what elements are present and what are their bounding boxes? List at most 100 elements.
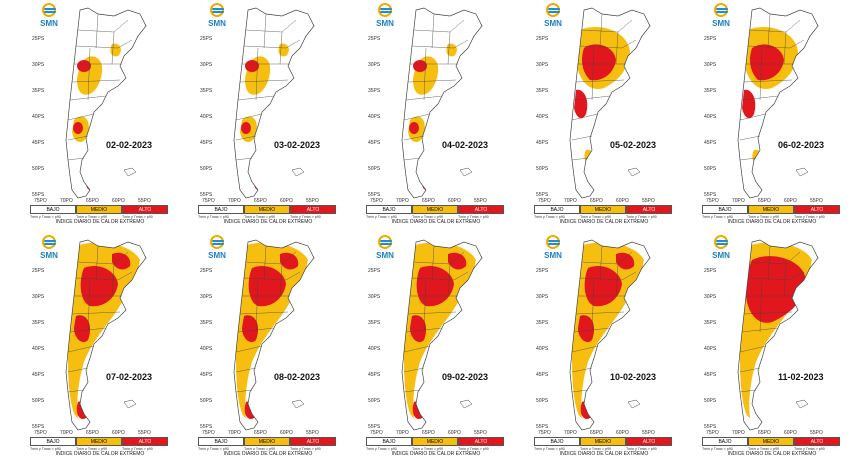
legend-medio-subtitle: Tmin o Tmax > p90 bbox=[412, 215, 443, 219]
province-border bbox=[423, 279, 427, 333]
legend: BAJO Tmin y Tmax < p90 MEDIO Tmin o Tmax > … bbox=[702, 437, 842, 460]
legend-medio-box: MEDIO bbox=[748, 437, 794, 446]
latitude-label: 35PS bbox=[536, 320, 549, 326]
province-border bbox=[571, 367, 593, 373]
smn-logo-text: SMN bbox=[376, 251, 394, 260]
legend-bajo-subtitle: Tmin y Tmax < p90 bbox=[534, 447, 565, 451]
legend-bajo-subtitle: Tmin y Tmax < p90 bbox=[534, 215, 565, 219]
longitude-label: 65PO bbox=[758, 198, 771, 204]
legend-alto-box: ALTO bbox=[626, 205, 672, 214]
province-border bbox=[575, 79, 625, 83]
smn-logo-text: SMN bbox=[40, 251, 58, 260]
longitude-label: 65PO bbox=[86, 430, 99, 436]
legend-alto-subtitle: Tmin y Tmax > p90 bbox=[290, 447, 321, 451]
legend-medio-box: MEDIO bbox=[412, 437, 458, 446]
province-border bbox=[95, 13, 99, 49]
country-border bbox=[401, 239, 483, 431]
province-border bbox=[743, 311, 793, 315]
latitude-label: 40PS bbox=[32, 346, 45, 352]
latitude-label: 25PS bbox=[368, 36, 381, 42]
longitude-label: 75PO bbox=[370, 430, 383, 436]
latitude-label: 35PS bbox=[704, 88, 717, 94]
smn-logo-text: SMN bbox=[40, 19, 58, 28]
latitude-label: 35PS bbox=[32, 320, 45, 326]
malvinas-islands bbox=[291, 167, 305, 177]
latitude-label: 55PS bbox=[32, 424, 45, 430]
smn-logo-icon: SMN bbox=[708, 234, 734, 264]
latitude-label: 25PS bbox=[704, 36, 717, 42]
longitude-label: 65PO bbox=[590, 430, 603, 436]
legend-alto-subtitle: Tmin y Tmax > p90 bbox=[458, 215, 489, 219]
latitude-label: 35PS bbox=[536, 88, 549, 94]
province-border bbox=[403, 389, 421, 393]
legend-bajo-subtitle: Tmin y Tmax < p90 bbox=[30, 215, 61, 219]
legend-medio-box: MEDIO bbox=[412, 205, 458, 214]
province-border bbox=[743, 79, 793, 83]
latitude-label: 50PS bbox=[536, 166, 549, 172]
province-border bbox=[95, 245, 99, 281]
province-border bbox=[239, 79, 289, 83]
argentina-map bbox=[65, 7, 147, 199]
legend: BAJO Tmin y Tmax < p90 MEDIO Tmin o Tmax > … bbox=[534, 205, 674, 228]
longitude-label: 55PO bbox=[810, 198, 823, 204]
latitude-label: 50PS bbox=[200, 398, 213, 404]
province-border bbox=[239, 311, 289, 315]
latitude-label: 40PS bbox=[200, 114, 213, 120]
latitude-label: 40PS bbox=[536, 346, 549, 352]
country-border bbox=[737, 239, 819, 431]
legend-medio-box: MEDIO bbox=[244, 437, 290, 446]
smn-logo-text: SMN bbox=[208, 19, 226, 28]
province-border bbox=[67, 367, 89, 373]
heat-zone-alto bbox=[758, 391, 768, 407]
legend-alto-subtitle: Tmin y Tmax > p90 bbox=[122, 215, 153, 219]
heat-map-panel: SMN 25PS 30PS 35PS 40PS 45PS 50PS 55PS 75PO 70PO 6… bbox=[364, 0, 532, 228]
smn-logo-icon: SMN bbox=[36, 2, 62, 32]
province-border bbox=[579, 39, 637, 49]
latitude-label: 55PS bbox=[704, 192, 717, 198]
province-border bbox=[759, 279, 763, 333]
country-border bbox=[401, 7, 483, 199]
legend-alto-subtitle: Tmin y Tmax > p90 bbox=[626, 447, 657, 451]
malvinas-islands bbox=[459, 399, 473, 409]
latitude-label: 40PS bbox=[368, 346, 381, 352]
province-border bbox=[235, 157, 253, 161]
latitude-label: 25PS bbox=[32, 268, 45, 274]
province-border bbox=[411, 271, 469, 281]
longitude-label: 55PO bbox=[474, 430, 487, 436]
latitude-label: 55PS bbox=[536, 424, 549, 430]
argentina-map bbox=[233, 239, 315, 431]
province-border bbox=[747, 271, 805, 281]
legend-medio-subtitle: Tmin o Tmax > p90 bbox=[580, 447, 611, 451]
map-date-label: 05-02-2023 bbox=[610, 140, 657, 150]
province-border bbox=[279, 31, 283, 65]
legend-title: INDICE DIARIO DE CALOR EXTREMO bbox=[223, 219, 313, 225]
province-border bbox=[263, 245, 267, 281]
province-border bbox=[235, 389, 253, 393]
country-border bbox=[569, 7, 651, 199]
province-border bbox=[403, 367, 425, 373]
map-date-label: 08-02-2023 bbox=[274, 372, 321, 382]
longitude-label: 60PO bbox=[784, 198, 797, 204]
latitude-label: 25PS bbox=[536, 36, 549, 42]
longitude-label: 70PO bbox=[564, 198, 577, 204]
latitude-label: 25PS bbox=[200, 36, 213, 42]
longitude-label: 60PO bbox=[616, 198, 629, 204]
legend-alto-box: ALTO bbox=[458, 205, 504, 214]
longitude-label: 60PO bbox=[280, 198, 293, 204]
smn-logo-icon: SMN bbox=[708, 2, 734, 32]
legend-bajo-subtitle: Tmin y Tmax < p90 bbox=[366, 215, 397, 219]
country-outline bbox=[234, 8, 314, 198]
longitude-label: 65PO bbox=[590, 198, 603, 204]
heat-zone-alto bbox=[245, 60, 259, 72]
province-border bbox=[67, 345, 95, 353]
heat-zone-alto bbox=[74, 315, 91, 343]
longitude-label: 70PO bbox=[228, 430, 241, 436]
smn-logo-icon: SMN bbox=[204, 234, 230, 264]
map-date-label: 07-02-2023 bbox=[106, 372, 153, 382]
province-border bbox=[111, 263, 115, 297]
latitude-label: 55PS bbox=[200, 424, 213, 430]
province-border bbox=[571, 389, 589, 393]
heat-zone-alto bbox=[582, 44, 616, 81]
legend-medio-subtitle: Tmin o Tmax > p90 bbox=[748, 215, 779, 219]
